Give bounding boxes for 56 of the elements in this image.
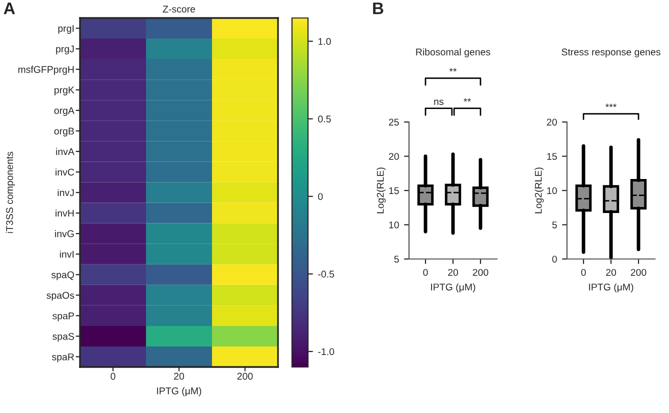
x-tick-label: 0 bbox=[581, 268, 586, 276]
y-tick-label: prgJ bbox=[56, 46, 74, 54]
x-tick-label: 200 bbox=[237, 372, 253, 380]
color-bar-label: 1.0 bbox=[318, 38, 331, 45]
x-tick-label: 200 bbox=[630, 268, 646, 276]
y-tick-label: invI bbox=[60, 250, 74, 258]
x-tick-label: 20 bbox=[174, 372, 184, 380]
text: ** bbox=[449, 68, 457, 72]
chart-title: Stress response genes bbox=[562, 48, 660, 58]
y-tick-label: invC bbox=[56, 168, 74, 176]
color-bar-label: 0.5 bbox=[318, 116, 331, 122]
y-axis-title: Log2(RLE) bbox=[534, 168, 544, 214]
y-tick-label: 15 bbox=[389, 187, 399, 194]
y-tick-label: spaOs bbox=[46, 292, 74, 301]
text: A bbox=[4, 2, 15, 14]
x-tick-label: 200 bbox=[472, 268, 488, 276]
x-tick-label: 20 bbox=[448, 268, 458, 276]
y-axis-title: Log2(RLE) bbox=[376, 168, 386, 214]
y-tick-label: 10 bbox=[547, 187, 557, 194]
y-tick-label: 5 bbox=[394, 256, 399, 263]
y-tick-label: prgI bbox=[58, 25, 74, 34]
y-tick-label: invH bbox=[56, 210, 74, 217]
y-tick-label: 25 bbox=[388, 118, 399, 126]
text: ns bbox=[434, 100, 444, 106]
y-tick-label: invJ bbox=[58, 188, 74, 196]
y-tick-label: 5 bbox=[552, 222, 557, 228]
y-tick-label: 15 bbox=[547, 153, 557, 160]
x-tick-label: 0 bbox=[110, 372, 116, 380]
y-tick-label: spaP bbox=[52, 312, 74, 322]
y-tick-label: prgK bbox=[54, 86, 74, 96]
y-tick-label: 10 bbox=[389, 221, 399, 228]
text: ** bbox=[464, 98, 471, 102]
x-axis-title: IPTG (μM) bbox=[157, 387, 202, 396]
x-tick-label: 20 bbox=[606, 268, 616, 276]
y-tick-label: 20 bbox=[388, 152, 399, 160]
color-bar-label: -0.5 bbox=[318, 270, 334, 278]
y-tick-label: spaR bbox=[52, 354, 74, 362]
text: *** bbox=[605, 104, 617, 108]
y-tick-label: 0 bbox=[552, 256, 557, 263]
chart-title: Ribosomal genes bbox=[416, 48, 490, 58]
y-tick-label: invG bbox=[55, 230, 74, 238]
x-tick-label: 0 bbox=[423, 268, 428, 276]
y-tick-label: orgB bbox=[54, 128, 74, 136]
y-axis-title: iT3SS components bbox=[6, 152, 15, 233]
y-tick-label: 20 bbox=[546, 118, 557, 126]
color-bar-label: 0 bbox=[318, 193, 323, 200]
y-tick-label: orgA bbox=[54, 107, 74, 116]
x-axis-title: IPTG (μM) bbox=[589, 283, 634, 292]
y-tick-label: spaS bbox=[52, 332, 74, 342]
y-tick-label: msfGFPprgH bbox=[18, 66, 74, 75]
y-tick-label: spaQ bbox=[51, 271, 74, 280]
chart-title: Z-score bbox=[162, 6, 196, 13]
x-axis-title: IPTG (μM) bbox=[431, 283, 476, 292]
text: B bbox=[373, 2, 384, 14]
y-tick-label: invA bbox=[56, 148, 74, 155]
color-bar-label: -1.0 bbox=[318, 348, 334, 356]
